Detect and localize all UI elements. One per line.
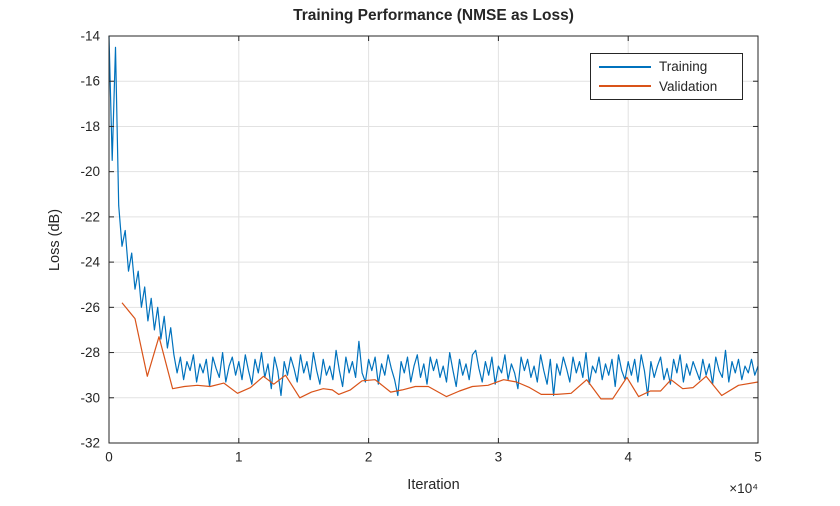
axes-box xyxy=(108,35,759,444)
legend-label-training: Training xyxy=(659,59,708,75)
training-series-line xyxy=(108,35,759,397)
svg-text:4: 4 xyxy=(624,450,632,465)
svg-text:-16: -16 xyxy=(80,74,100,89)
x-tick-labels: 0 1 2 3 4 5 xyxy=(105,450,762,465)
training-line-swatch xyxy=(599,65,651,68)
legend: Training Validation xyxy=(590,53,743,100)
svg-text:-28: -28 xyxy=(80,345,100,360)
svg-text:3: 3 xyxy=(495,450,503,465)
svg-text:2: 2 xyxy=(365,450,373,465)
svg-text:-22: -22 xyxy=(80,209,100,224)
x-axis-label: Iteration xyxy=(407,477,460,493)
svg-text:0: 0 xyxy=(105,450,113,465)
legend-entry-validation[interactable]: Validation xyxy=(599,77,734,95)
svg-text:-20: -20 xyxy=(80,164,100,179)
svg-text:1: 1 xyxy=(235,450,243,465)
x-axis-exponent-label: ×10⁴ xyxy=(729,481,758,496)
svg-text:-14: -14 xyxy=(80,29,100,44)
chart-title: Training Performance (NMSE as Loss) xyxy=(293,7,574,24)
svg-text:-18: -18 xyxy=(80,119,100,134)
svg-text:-32: -32 xyxy=(80,436,100,451)
legend-label-validation: Validation xyxy=(659,78,718,94)
y-tick-labels: -32 -30 -28 -26 -24 -22 -20 -18 -16 -14 xyxy=(80,29,100,451)
axis-ticks xyxy=(108,35,759,444)
legend-entry-training[interactable]: Training xyxy=(599,58,734,76)
svg-text:-30: -30 xyxy=(80,390,100,405)
validation-series-line xyxy=(121,302,759,400)
svg-text:5: 5 xyxy=(754,450,762,465)
svg-text:-26: -26 xyxy=(80,300,100,315)
svg-text:-24: -24 xyxy=(80,255,100,270)
validation-line-swatch xyxy=(599,85,651,88)
